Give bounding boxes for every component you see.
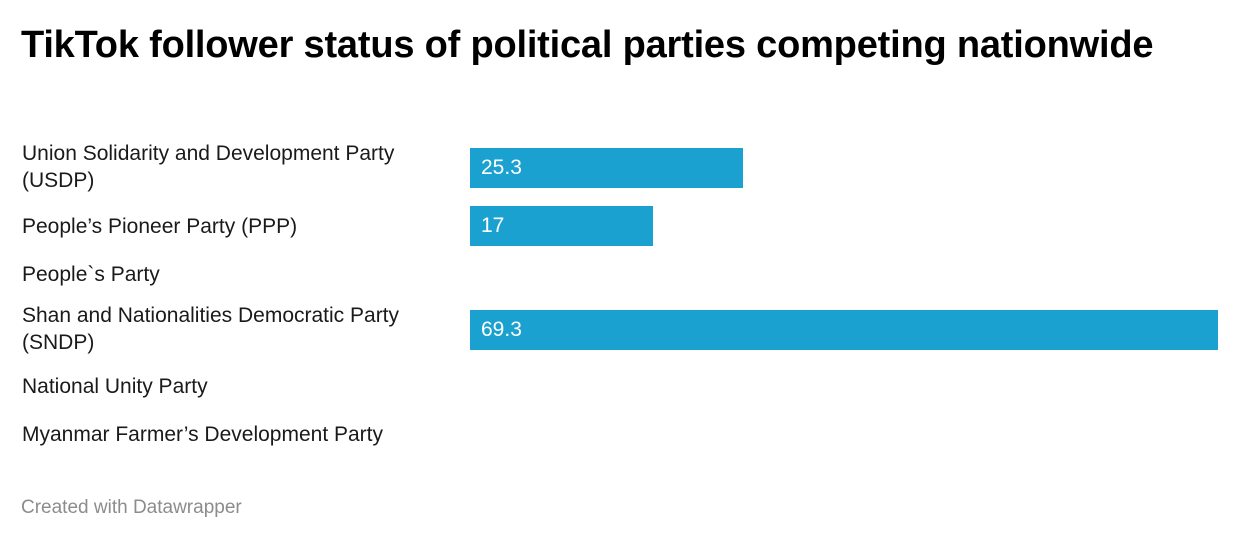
- bar-row: Myanmar Farmer’s Development Party: [0, 414, 1240, 454]
- bar: 69.3: [470, 310, 1218, 350]
- chart-title: TikTok follower status of political part…: [21, 24, 1154, 66]
- category-label: Shan and Nationalities Democratic Party …: [22, 304, 400, 354]
- bar-value-label: 17: [481, 214, 505, 237]
- bar-row: Union Solidarity and Development Party (…: [0, 142, 1240, 192]
- bar-row: People’s Pioneer Party (PPP) 17: [0, 206, 1240, 246]
- category-label: Myanmar Farmer’s Development Party: [22, 423, 383, 446]
- bar: 25.3: [470, 148, 743, 188]
- bar-row: People`s Party: [0, 254, 1240, 294]
- bar-row: Shan and Nationalities Democratic Party …: [0, 304, 1240, 354]
- bar-row: National Unity Party: [0, 366, 1240, 406]
- datawrapper-credit: Created with Datawrapper: [21, 497, 242, 518]
- bar-value-label: 25.3: [481, 156, 522, 179]
- category-label: Union Solidarity and Development Party (…: [22, 142, 395, 192]
- category-label: People`s Party: [22, 263, 160, 286]
- category-label: National Unity Party: [22, 375, 208, 398]
- bar-value-label: 69.3: [481, 318, 522, 341]
- bar: 17: [470, 206, 653, 246]
- category-label: People’s Pioneer Party (PPP): [22, 215, 298, 238]
